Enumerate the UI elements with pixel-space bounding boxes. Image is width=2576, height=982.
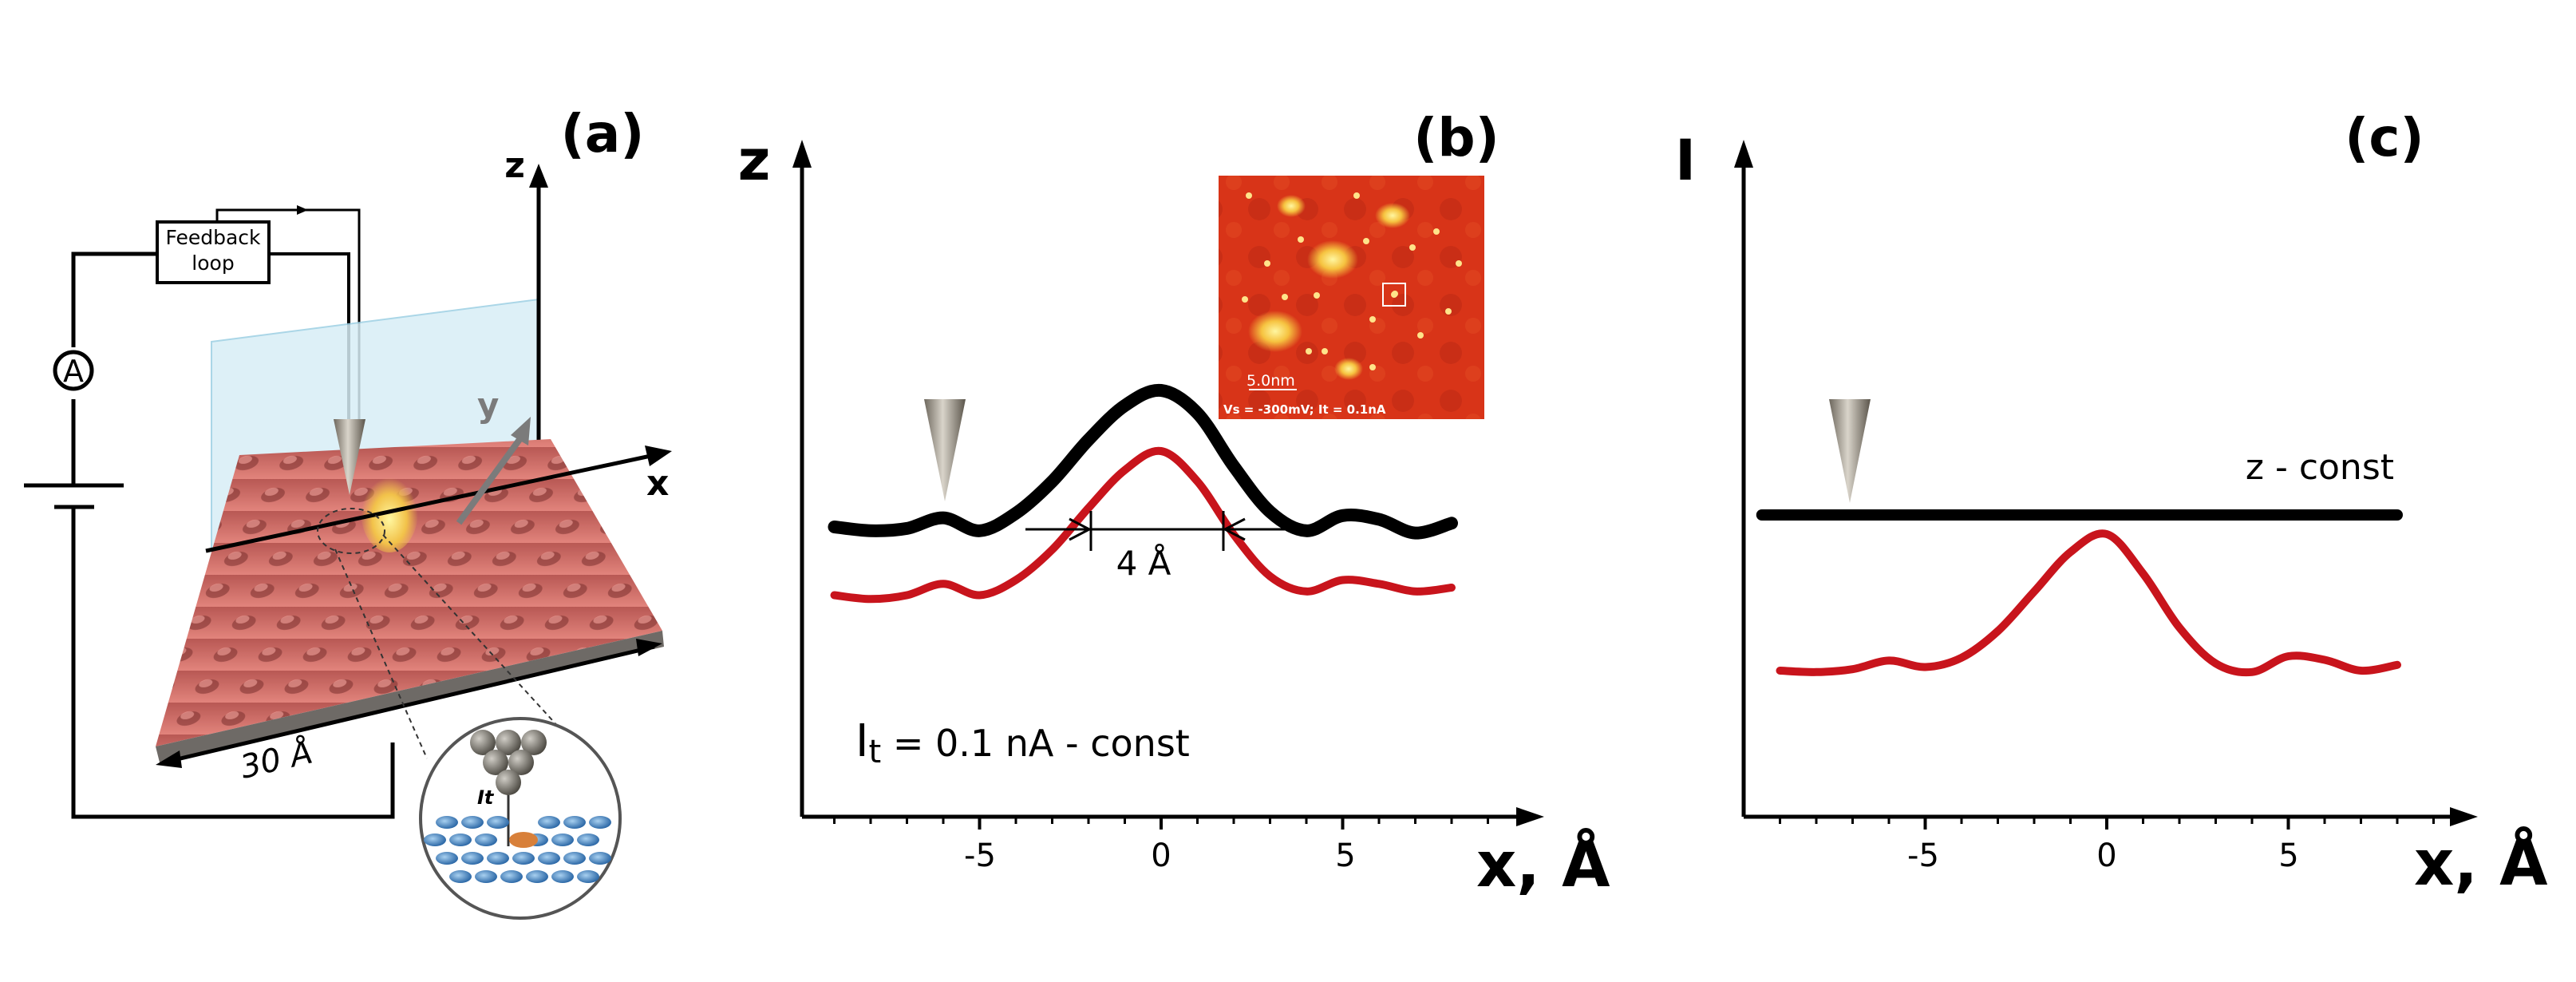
stm-tip-a (334, 419, 365, 495)
zoom-adatom (509, 832, 538, 848)
x-axis-a-arrow (645, 445, 672, 466)
inset-scale-label: 5.0nm (1247, 372, 1295, 390)
feedback-loop-box (156, 220, 271, 284)
condition-label: It = 0.1 nA - const (855, 715, 1190, 770)
tunneling-current-curve (1776, 529, 2401, 677)
x-axis-b-arrow (1516, 807, 1544, 826)
panel-b: z x, Å (b) -5 0 5 4 Å It = 0.1 nA - cons… (738, 107, 1610, 901)
zoom-tip-cluster (470, 730, 547, 795)
panel-a-label: (a) (561, 103, 645, 164)
condition-sub: t (869, 734, 882, 770)
condition-I: I (855, 715, 869, 767)
panel-c: I x, Å (c) -5 0 5 z - const (1675, 107, 2547, 900)
y-axis-a (456, 433, 526, 525)
x-axis-a-label: x (646, 463, 669, 504)
zoom-region (317, 508, 385, 554)
circuit-wire-bottom (71, 507, 395, 819)
xtick-b-5: 5 (1335, 837, 1355, 874)
zoom-atom-lattice (424, 816, 611, 883)
xtick-c-5: 5 (2278, 837, 2298, 874)
zoom-circle (419, 717, 622, 920)
condition-rest: = 0.1 nA - const (881, 722, 1190, 765)
inset-params-label: Vs = -300mV; It = 0.1nA (1223, 402, 1386, 417)
xtick-b-0: 0 (1151, 837, 1171, 874)
panel-a: A Feedback loop z x y (24, 103, 672, 920)
z-axis-a-arrow (529, 164, 548, 188)
xtick-c-neg5: -5 (1907, 837, 1939, 874)
panel-b-label: (b) (1413, 107, 1499, 168)
x-axis-a (205, 453, 655, 553)
scale-arrow-a (163, 644, 655, 765)
x-ticks-c (1779, 817, 2435, 830)
circuit-wire-top (71, 251, 156, 347)
sample-surface (156, 439, 662, 746)
tip-height-curve (828, 383, 1458, 540)
const-height-label: z - const (2246, 447, 2394, 488)
stm-tip-c (1829, 399, 1871, 503)
zoom-line-left (334, 548, 428, 759)
y-axis-b-arrow (792, 140, 812, 168)
fwhm-arrow-right (1222, 517, 1246, 541)
y-axis-b-label: z (738, 128, 771, 193)
ammeter-label: A (63, 354, 84, 389)
x-axis-c-label: x, Å (2414, 826, 2547, 900)
feedback-arrow-head (297, 205, 308, 215)
xtick-b-neg5: -5 (964, 837, 996, 874)
x-ticks-b (833, 817, 1489, 830)
y-axis-a-label: y (477, 386, 499, 425)
fwhm-arrow-left (1069, 517, 1092, 541)
feedback-label-1: Feedback (165, 226, 261, 249)
y-axis-a-arrow (511, 417, 531, 445)
scale-arrow-left-head (156, 750, 182, 768)
feedback-wire-in (215, 208, 361, 431)
scale-arrow-right-head (636, 639, 662, 656)
sample-surface-edge (156, 631, 664, 762)
y-axis-c-arrow (1734, 140, 1753, 168)
x-axis-b-label: x, Å (1476, 828, 1610, 901)
inset-selection-box (1382, 283, 1406, 307)
z-axis-a-label: z (504, 145, 525, 186)
stm-tip-b (924, 399, 966, 501)
xtick-c-0: 0 (2096, 837, 2116, 874)
y-axis-c-label: I (1675, 128, 1696, 193)
ammeter (53, 350, 94, 391)
x-axis-c-arrow (2450, 807, 2478, 826)
feedback-label-2: loop (192, 251, 234, 275)
width-label: 4 Å (1116, 543, 1171, 583)
stm-inset-image: 5.0nm Vs = -300mV; It = 0.1nA (1219, 176, 1484, 419)
panel-c-label: (c) (2345, 107, 2424, 168)
surface-profile-curve (830, 446, 1456, 604)
tunnel-current-label: It (477, 786, 495, 809)
